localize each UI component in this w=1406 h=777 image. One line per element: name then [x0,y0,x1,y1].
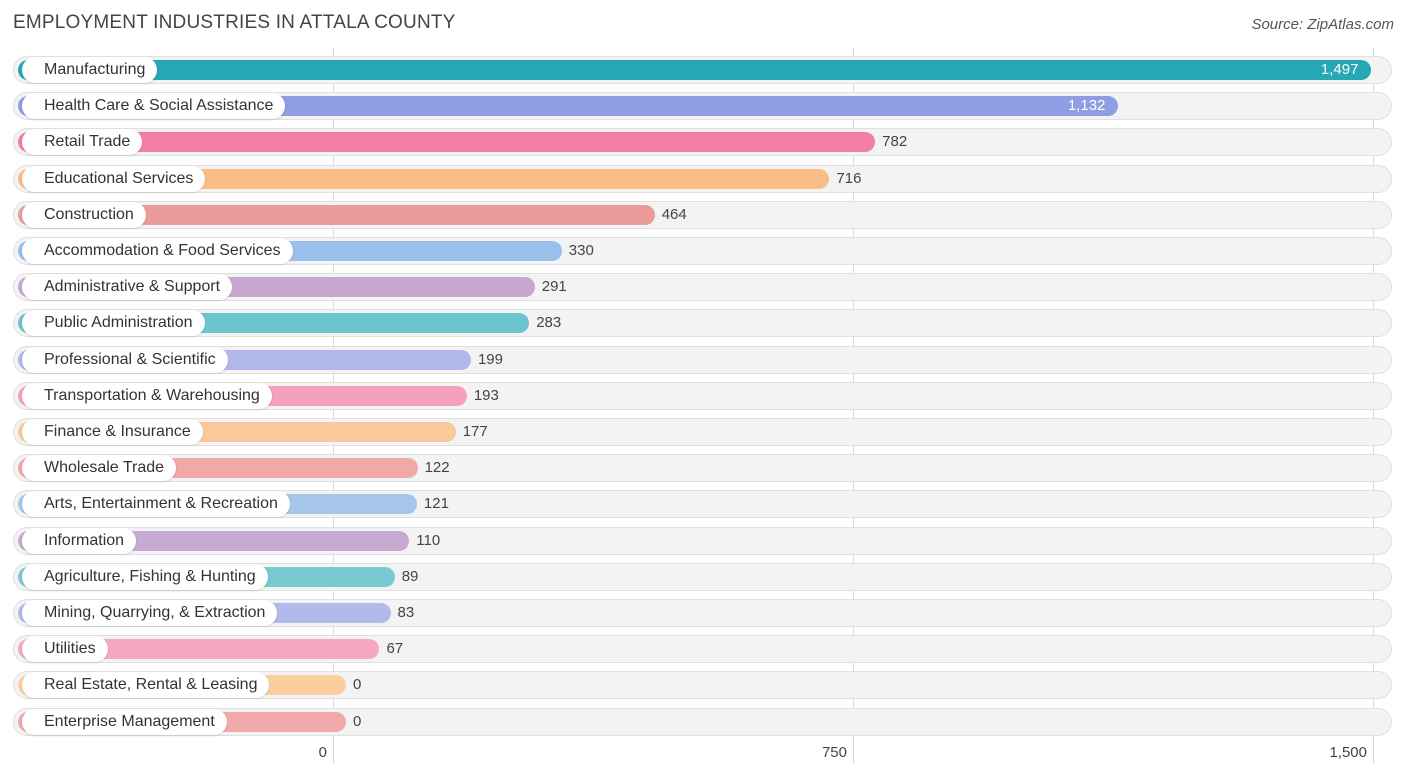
category-label: Real Estate, Rental & Leasing [22,672,270,699]
value-label: 283 [536,314,562,332]
chart-title: EMPLOYMENT INDUSTRIES IN ATTALA COUNTY [13,12,456,33]
category-label: Public Administration [22,310,205,337]
value-label: 67 [386,640,404,658]
category-label: Information [22,527,137,554]
value-label: 0 [353,676,362,694]
value-label: 291 [541,278,567,296]
value-label: 177 [462,423,488,440]
category-label: Enterprise Management [22,708,227,735]
value-label: 83 [397,604,415,621]
value-label: 1,497 [1320,61,1359,78]
value-label: 0 [353,712,362,730]
category-label: Finance & Insurance [22,419,203,445]
category-label: Mining, Quarrying, & Extraction [22,600,278,626]
category-label: Health Care & Social Assistance [22,93,286,120]
value-label: 199 [477,350,503,368]
value-label: 122 [424,459,450,477]
value-label: 89 [401,567,419,585]
category-label: Educational Services [22,165,206,192]
x-tick-label: 1,500 [1329,744,1367,761]
value-label: 1,132 [1067,97,1106,115]
category-label: Manufacturing [22,57,158,83]
bar [18,168,830,189]
value-label: 782 [882,133,908,151]
value-label: 716 [836,169,862,187]
category-label: Administrative & Support [22,274,233,301]
category-label: Wholesale Trade [22,455,177,482]
source-label: Source: ZipAtlas.com [1251,16,1394,33]
bar [18,639,380,660]
category-label: Utilities [22,636,108,663]
category-label: Professional & Scientific [22,346,228,373]
category-label: Agriculture, Fishing & Hunting [22,563,268,590]
x-tick-label: 750 [821,744,847,761]
bar [18,60,1371,80]
value-label: 330 [568,242,594,259]
bar [18,132,876,153]
value-label: 110 [416,531,441,549]
value-label: 121 [423,495,449,513]
x-tick-label: 0 [318,744,327,761]
value-label: 193 [473,386,499,404]
category-label: Arts, Entertainment & Recreation [22,491,290,518]
value-label: 464 [661,205,687,223]
category-label: Accommodation & Food Services [22,238,293,264]
category-label: Retail Trade [22,129,143,156]
bar [18,204,655,225]
category-label: Construction [22,201,146,228]
bar [18,96,1118,117]
category-label: Transportation & Warehousing [22,382,272,409]
